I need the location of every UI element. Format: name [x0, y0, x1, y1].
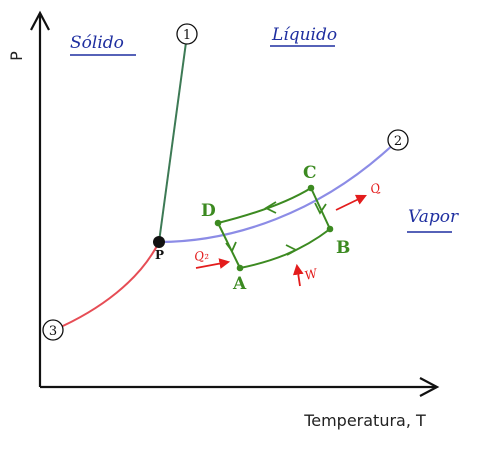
triple-point-dot	[153, 236, 165, 248]
curve-marker-1: 1	[176, 23, 198, 45]
curve-marker-3: 3	[42, 319, 64, 341]
thermodynamic-cycle: A B C D	[201, 163, 350, 294]
cycle-point-d-dot	[214, 219, 222, 227]
cycle-point-c-dot	[307, 184, 315, 192]
heat-in-label: Q₂	[193, 248, 210, 264]
heat-in-arrow	[195, 258, 231, 269]
y-axis-label: P	[7, 51, 26, 61]
cycle-segment-d-a	[217, 222, 241, 269]
sublimation-curve	[53, 241, 160, 331]
cycle-point-d-label: D	[201, 201, 216, 221]
work-label: W	[303, 266, 320, 283]
cycle-segment-a-b	[239, 228, 331, 269]
heat-out-label: Q	[368, 180, 382, 197]
liquid-region-label: Líquido	[271, 25, 337, 45]
heat-out-arrow	[335, 194, 367, 211]
cycle-point-c-label: C	[303, 163, 317, 183]
svg-text:2: 2	[394, 134, 402, 149]
work-arrow	[292, 263, 304, 287]
cycle-point-b-label: B	[336, 238, 350, 258]
cycle-arrow-cd	[264, 201, 277, 214]
cycle-point-a-dot	[236, 264, 244, 272]
x-axis-label: Temperatura, T	[303, 411, 426, 430]
solid-region-label: Sólido	[70, 33, 124, 53]
melting-curve	[158, 34, 188, 243]
triple-point-label: P	[155, 248, 164, 262]
x-axis-arrowhead	[419, 377, 440, 397]
svg-text:3: 3	[49, 324, 57, 339]
cycle-point-b-dot	[326, 225, 334, 233]
cycle-arrow-ab	[285, 244, 298, 256]
cycle-segment-b-c	[310, 187, 331, 230]
y-axis-arrowhead	[30, 10, 50, 31]
curve-marker-2: 2	[387, 129, 409, 151]
cycle-segment-c-d	[217, 187, 312, 224]
svg-text:1: 1	[183, 28, 191, 43]
cycle-point-a-label: A	[232, 274, 247, 294]
cycle-arrow-bc	[314, 202, 327, 215]
vaporization-curve	[158, 139, 399, 244]
cycle-arrow-da	[225, 241, 237, 253]
vapor-region-label: Vapor	[408, 207, 459, 227]
